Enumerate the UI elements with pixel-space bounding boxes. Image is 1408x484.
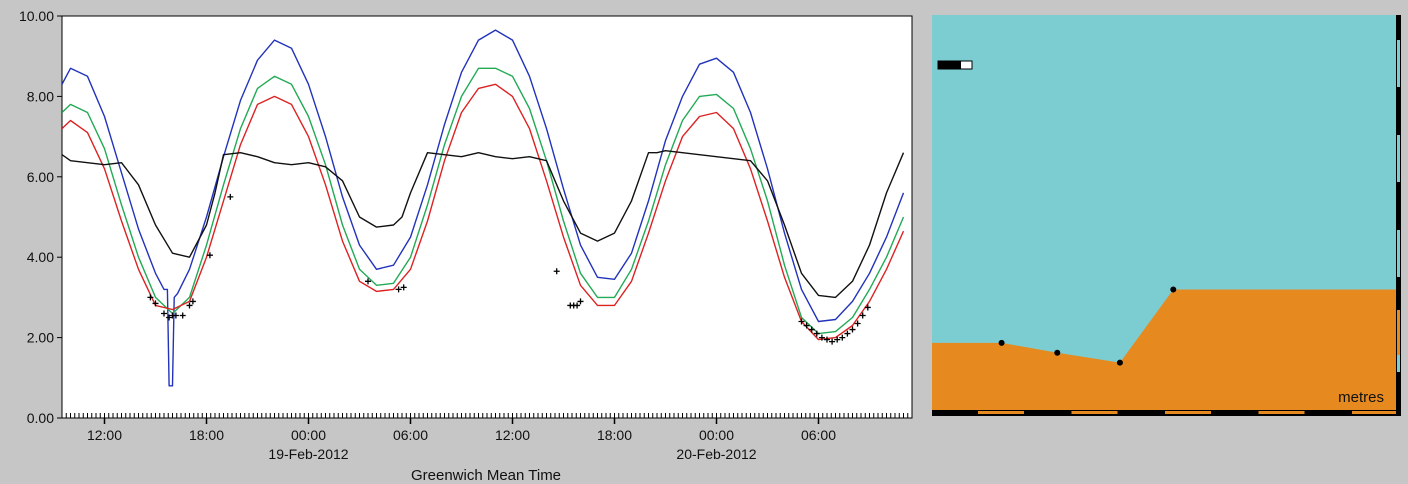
unit-label: metres (1338, 389, 1384, 406)
series-line-3 (62, 83, 905, 341)
observation-marker (849, 326, 856, 333)
x-tick-label: 18:00 (597, 427, 632, 443)
observation-marker (577, 298, 584, 305)
x-tick-label: 18:00 (189, 427, 224, 443)
observation-points (147, 193, 871, 345)
observation-marker (813, 330, 820, 337)
observation-marker (834, 336, 841, 343)
observation-marker (824, 336, 830, 343)
observation-marker (365, 278, 371, 285)
series-line-1 (62, 29, 905, 387)
x-minor-ticks (61, 413, 913, 418)
bed-point (998, 339, 1005, 346)
observation-marker (400, 284, 407, 291)
series-line-4 (62, 149, 905, 299)
observation-marker (395, 286, 402, 293)
bottom-border-segment (1165, 411, 1211, 414)
observation-marker (859, 312, 866, 319)
observation-marker (829, 338, 836, 345)
bed-point (1170, 286, 1177, 293)
bed-profile-chart: metres (932, 15, 1401, 416)
x-tick-label: 12:00 (495, 427, 530, 443)
observation-marker (574, 302, 581, 309)
observation-marker (803, 322, 810, 329)
observation-marker (808, 326, 815, 333)
plot-area (61, 15, 913, 419)
right-border (1396, 15, 1401, 416)
observation-marker (147, 294, 154, 301)
bottom-border (932, 410, 1396, 416)
x-tick-label: 06:00 (801, 427, 836, 443)
right-border-segment (1397, 40, 1400, 87)
y-tick-label: 4.00 (27, 249, 54, 265)
x-tick-label: 06:00 (393, 427, 428, 443)
x-axis-title: Greenwich Mean Time (411, 467, 561, 484)
observation-marker (161, 310, 167, 317)
date-label: 20-Feb-2012 (676, 446, 756, 462)
observation-marker (553, 268, 560, 275)
right-border-segment (1397, 310, 1400, 355)
x-tick-label: 00:00 (291, 427, 326, 443)
right-border-segment (1397, 230, 1400, 277)
y-tick-label: 0.00 (27, 410, 54, 426)
observation-marker (864, 304, 871, 311)
bottom-border-segment (1071, 411, 1118, 414)
observation-marker (818, 334, 825, 341)
bottom-scale-border (932, 410, 1398, 416)
observation-marker (172, 312, 179, 319)
scale-bar-fill (938, 61, 961, 69)
observation-marker (189, 298, 196, 305)
observation-marker (854, 320, 861, 327)
x-tick-label: 00:00 (699, 427, 734, 443)
y-tick-label: 2.00 (27, 330, 54, 346)
observation-marker (166, 314, 173, 321)
x-tick-label: 12:00 (87, 427, 122, 443)
observation-marker (844, 330, 851, 337)
y-tick-label: 6.00 (27, 169, 54, 185)
right-scale-border (1396, 15, 1401, 416)
observation-marker (798, 318, 805, 325)
observation-marker (839, 334, 846, 341)
bed-area (932, 289, 1396, 410)
series-line-2 (62, 67, 905, 335)
date-label: 19-Feb-2012 (268, 446, 348, 462)
y-tick-label: 8.00 (27, 88, 54, 104)
y-tick-label: 10.00 (19, 8, 54, 24)
bed-point (1116, 359, 1123, 366)
observation-marker (186, 302, 193, 309)
observation-marker (152, 300, 159, 307)
observation-marker (227, 193, 234, 200)
tide-line-chart: 0.00 2.00 4.00 6.00 8.00 10.00 12:00 18:00 00:00… (19, 8, 913, 484)
right-border-segment (1397, 135, 1400, 182)
observation-marker (179, 312, 186, 319)
bed-point (1054, 349, 1061, 356)
observation-marker (206, 252, 213, 259)
bottom-border-segment (978, 411, 1024, 414)
bottom-border-segment (1352, 411, 1398, 414)
bottom-border-segment (1258, 411, 1305, 414)
